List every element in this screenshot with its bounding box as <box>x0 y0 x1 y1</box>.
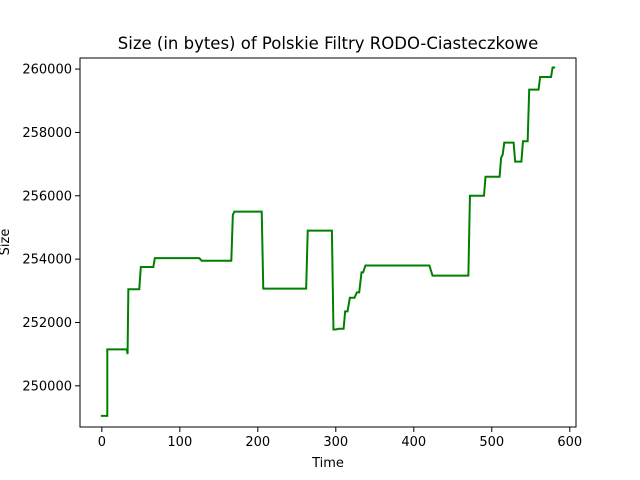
y-tick-label: 256000 <box>22 189 72 204</box>
x-axis-label: Time <box>311 456 344 471</box>
x-tick-label: 0 <box>98 435 106 450</box>
plot-frame <box>79 57 577 428</box>
x-tick-label: 200 <box>245 435 270 450</box>
y-tick-label: 250000 <box>22 379 72 394</box>
x-tick-label: 300 <box>323 435 348 450</box>
x-tick-label: 600 <box>557 435 582 450</box>
x-tick-label: 400 <box>401 435 426 450</box>
y-tick-label: 258000 <box>22 126 72 141</box>
y-tick-label: 252000 <box>22 316 72 331</box>
y-tick-label: 260000 <box>22 63 72 78</box>
series-line <box>100 66 556 417</box>
chart-title: Size (in bytes) of Polskie Filtry RODO-C… <box>118 34 538 53</box>
plot-area <box>79 57 577 428</box>
y-axis-label: Size <box>0 229 13 256</box>
x-tick-label: 100 <box>167 435 192 450</box>
x-tick-label: 500 <box>479 435 504 450</box>
x-axis: 0 100 200 300 400 500 600 <box>98 427 582 450</box>
y-axis: 250000 252000 254000 256000 258000 260000 <box>22 63 80 394</box>
y-tick-label: 254000 <box>22 253 72 268</box>
